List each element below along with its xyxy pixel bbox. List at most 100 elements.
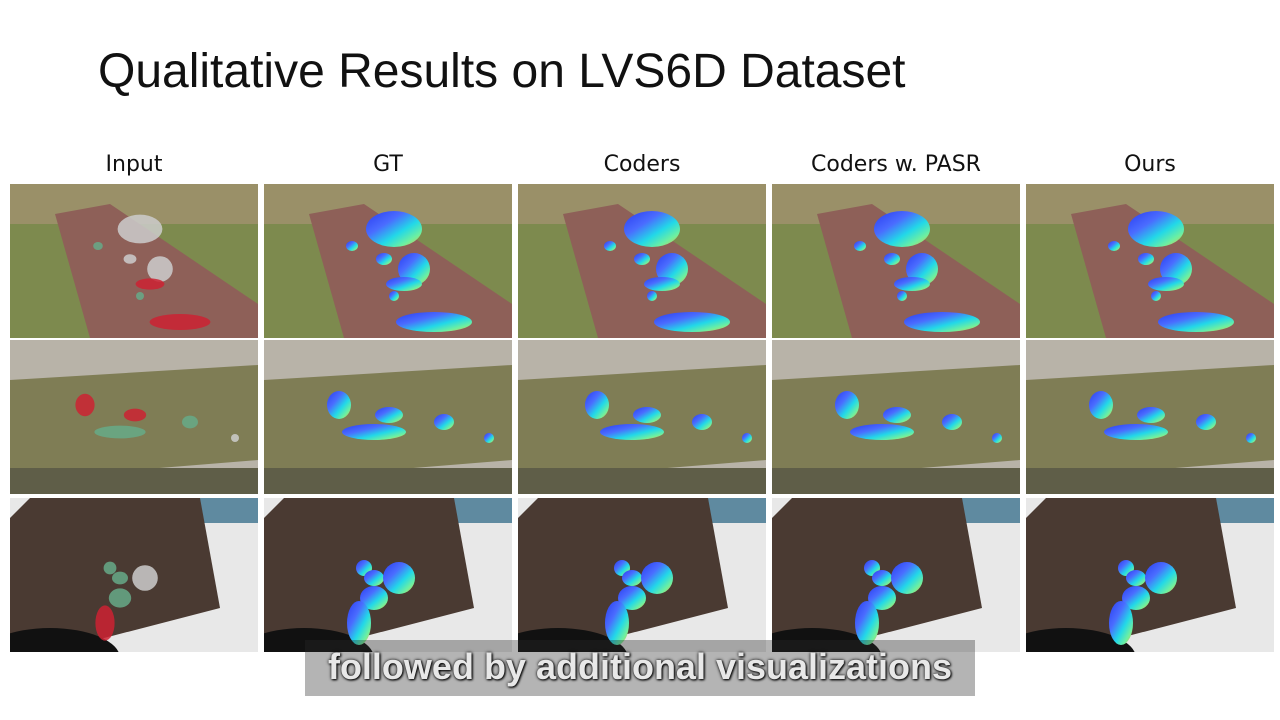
column-header: Coders w. PASR: [811, 152, 981, 177]
prediction-blob: [1137, 407, 1165, 423]
prediction-blob: [1138, 253, 1154, 265]
bench: [518, 365, 766, 480]
caption-background: [305, 640, 975, 696]
bench: [10, 365, 258, 480]
image-content: [1026, 340, 1274, 494]
image-content: [10, 184, 258, 338]
prediction-blob: [346, 241, 358, 251]
result-image: [772, 184, 1020, 338]
prediction-blob: [347, 601, 371, 645]
prediction-blob: [600, 424, 664, 440]
column-header: Input: [105, 152, 163, 177]
object: [117, 214, 163, 244]
prediction-blob: [742, 433, 752, 443]
chair: [264, 628, 373, 652]
result-image: [264, 184, 512, 338]
prediction-blob: [622, 570, 642, 586]
prediction-blob: [366, 211, 422, 247]
prediction-blob: [1089, 391, 1113, 419]
object: [231, 434, 239, 442]
prediction-blob: [360, 586, 388, 610]
prediction-blob: [906, 253, 938, 285]
prediction-blob: [891, 562, 923, 594]
prediction-blob: [1122, 586, 1150, 610]
prediction-blob: [884, 253, 900, 265]
bench-side: [264, 468, 512, 494]
result-image: [1026, 184, 1274, 338]
prediction-blob: [872, 570, 892, 586]
image-content: [264, 498, 512, 652]
prediction-blob: [618, 586, 646, 610]
prediction-blob: [1145, 562, 1177, 594]
prediction-blob: [894, 277, 930, 291]
prediction-blob: [1196, 414, 1216, 430]
prediction-blob: [1158, 312, 1234, 332]
chair: [10, 628, 119, 652]
bench-side: [1026, 468, 1274, 494]
bench-side: [10, 468, 258, 494]
prediction-blob: [1104, 424, 1168, 440]
prediction-blob: [883, 407, 911, 423]
prediction-blob: [992, 433, 1002, 443]
prediction-blob: [375, 407, 403, 423]
prediction-blob: [364, 570, 384, 586]
object: [123, 254, 137, 264]
result-image: [1026, 340, 1274, 494]
prediction-blob: [484, 433, 494, 443]
image-content: [1026, 184, 1274, 338]
prediction-blob: [855, 601, 879, 645]
chair: [518, 628, 627, 652]
image-content: [10, 498, 258, 652]
object: [123, 408, 147, 422]
chair: [772, 628, 881, 652]
prediction-blob: [386, 277, 422, 291]
prediction-blob: [624, 211, 680, 247]
prediction-blob: [327, 391, 351, 419]
prediction-blob: [904, 312, 980, 332]
prediction-blob: [897, 291, 907, 301]
result-image: [10, 340, 258, 494]
prediction-blob: [633, 407, 661, 423]
result-image: [10, 498, 258, 652]
image-content: [772, 184, 1020, 338]
bench-side: [518, 468, 766, 494]
object: [112, 571, 128, 585]
prediction-blob: [1109, 601, 1133, 645]
prediction-blob: [692, 414, 712, 430]
prediction-blob: [398, 253, 430, 285]
object: [136, 292, 144, 300]
chair: [1026, 628, 1135, 652]
object: [108, 588, 132, 608]
prediction-blob: [605, 601, 629, 645]
prediction-blob: [1148, 277, 1184, 291]
image-content: [518, 340, 766, 494]
image-content: [518, 498, 766, 652]
prediction-blob: [942, 414, 962, 430]
object: [95, 605, 115, 641]
bench-side: [772, 468, 1020, 494]
prediction-blob: [1126, 570, 1146, 586]
prediction-blob: [342, 424, 406, 440]
column-header: GT: [373, 152, 403, 177]
image-content: [264, 184, 512, 338]
prediction-blob: [654, 312, 730, 332]
column-header: Coders: [603, 152, 681, 177]
prediction-blob: [656, 253, 688, 285]
result-image: [518, 340, 766, 494]
object: [132, 565, 158, 591]
image-content: [772, 340, 1020, 494]
prediction-blob: [850, 424, 914, 440]
prediction-blob: [396, 312, 472, 332]
object: [149, 314, 211, 330]
slide-title: Qualitative Results on LVS6D Dataset: [98, 45, 906, 98]
result-image: [518, 184, 766, 338]
prediction-blob: [376, 253, 392, 265]
result-image: [772, 340, 1020, 494]
prediction-blob: [1246, 433, 1256, 443]
object: [182, 415, 198, 429]
prediction-blob: [1160, 253, 1192, 285]
prediction-blob: [389, 291, 399, 301]
result-image: [1026, 498, 1274, 652]
column-header: Ours: [1124, 152, 1176, 177]
